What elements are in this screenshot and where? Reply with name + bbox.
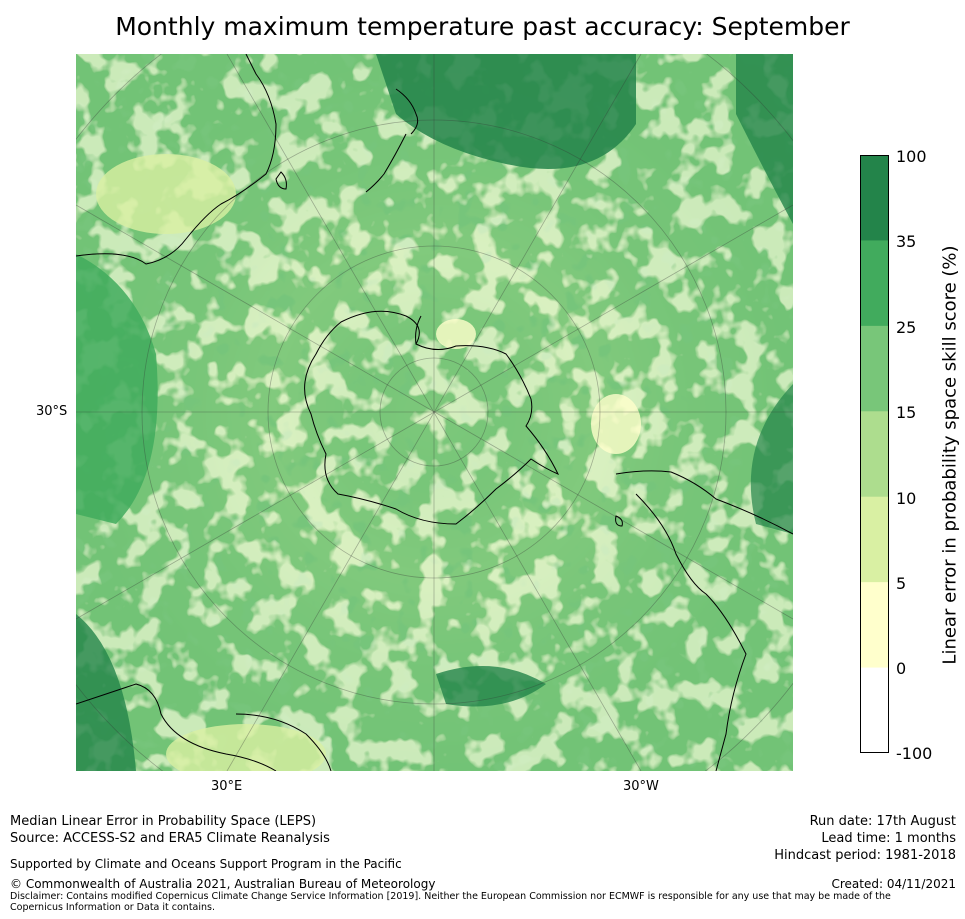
dark-region-east bbox=[750, 384, 793, 534]
footer-hindcast: Hindcast period: 1981-2018 bbox=[774, 848, 956, 863]
new-zealand-north bbox=[395, 88, 419, 135]
skill-map bbox=[76, 54, 793, 771]
footer-support: Supported by Climate and Oceans Support … bbox=[10, 857, 402, 871]
tasmania-coast bbox=[275, 171, 287, 190]
colorbar bbox=[860, 155, 889, 754]
africa-coast-south bbox=[235, 713, 332, 771]
antarctica-coast bbox=[304, 310, 560, 525]
footer-copyright: © Commonwealth of Australia 2021, Austra… bbox=[10, 877, 436, 891]
footer-source: Source: ACCESS-S2 and ERA5 Climate Reana… bbox=[10, 831, 330, 846]
footer-created: Created: 04/11/2021 bbox=[831, 877, 956, 891]
dark-region-west bbox=[76, 254, 158, 524]
falklands bbox=[615, 515, 623, 527]
footer-disclaimer: Disclaimer: Contains modified Copernicus… bbox=[10, 891, 891, 913]
pale-patch bbox=[96, 154, 236, 234]
colorbar-tick: 15 bbox=[896, 403, 917, 422]
footer-method: Median Linear Error in Probability Space… bbox=[10, 814, 317, 829]
coastlines bbox=[76, 54, 793, 771]
longitude-tick-30e: 30°E bbox=[211, 779, 243, 794]
colorbar-tick: 25 bbox=[896, 318, 917, 337]
footer-run-date: Run date: 17th August bbox=[809, 814, 956, 829]
africa-coast bbox=[76, 683, 277, 771]
colorbar-bin bbox=[860, 667, 889, 754]
colorbar-tick: 100 bbox=[896, 147, 927, 166]
colorbar-tick: 35 bbox=[896, 232, 917, 251]
pale-patch bbox=[436, 319, 476, 349]
dark-region-north bbox=[376, 54, 636, 169]
map-title: Monthly maximum temperature past accurac… bbox=[115, 12, 850, 41]
graticule bbox=[76, 54, 793, 771]
dark-region-ne bbox=[736, 54, 793, 224]
pale-patch bbox=[591, 394, 641, 454]
colorbar-tick: 0 bbox=[896, 659, 907, 678]
colorbar-label: Linear error in probability space skill … bbox=[939, 245, 961, 665]
colorbar-bin bbox=[860, 411, 889, 498]
new-zealand-south bbox=[365, 133, 407, 193]
south-america-coast bbox=[615, 470, 793, 535]
south-america-east bbox=[635, 493, 747, 771]
dark-region-sw bbox=[76, 614, 136, 771]
colorbar-bin bbox=[860, 155, 889, 241]
colorbar-tick: 10 bbox=[896, 489, 917, 508]
colorbar-bin bbox=[860, 325, 889, 412]
dark-region-south bbox=[436, 666, 546, 707]
latitude-tick-30s: 30°S bbox=[36, 404, 68, 419]
antarctic-peninsula bbox=[415, 315, 422, 345]
australia-coast bbox=[76, 54, 277, 265]
colorbar-tick: 5 bbox=[896, 574, 907, 593]
colorbar-bin bbox=[860, 240, 889, 327]
colorbar-border bbox=[860, 155, 889, 753]
colorbar-bin bbox=[860, 496, 889, 583]
footer-lead-time: Lead time: 1 months bbox=[821, 831, 956, 846]
pale-patch bbox=[166, 724, 326, 771]
longitude-tick-30w: 30°W bbox=[623, 779, 659, 794]
colorbar-tick: -100 bbox=[896, 744, 933, 763]
colorbar-bin bbox=[860, 582, 889, 669]
